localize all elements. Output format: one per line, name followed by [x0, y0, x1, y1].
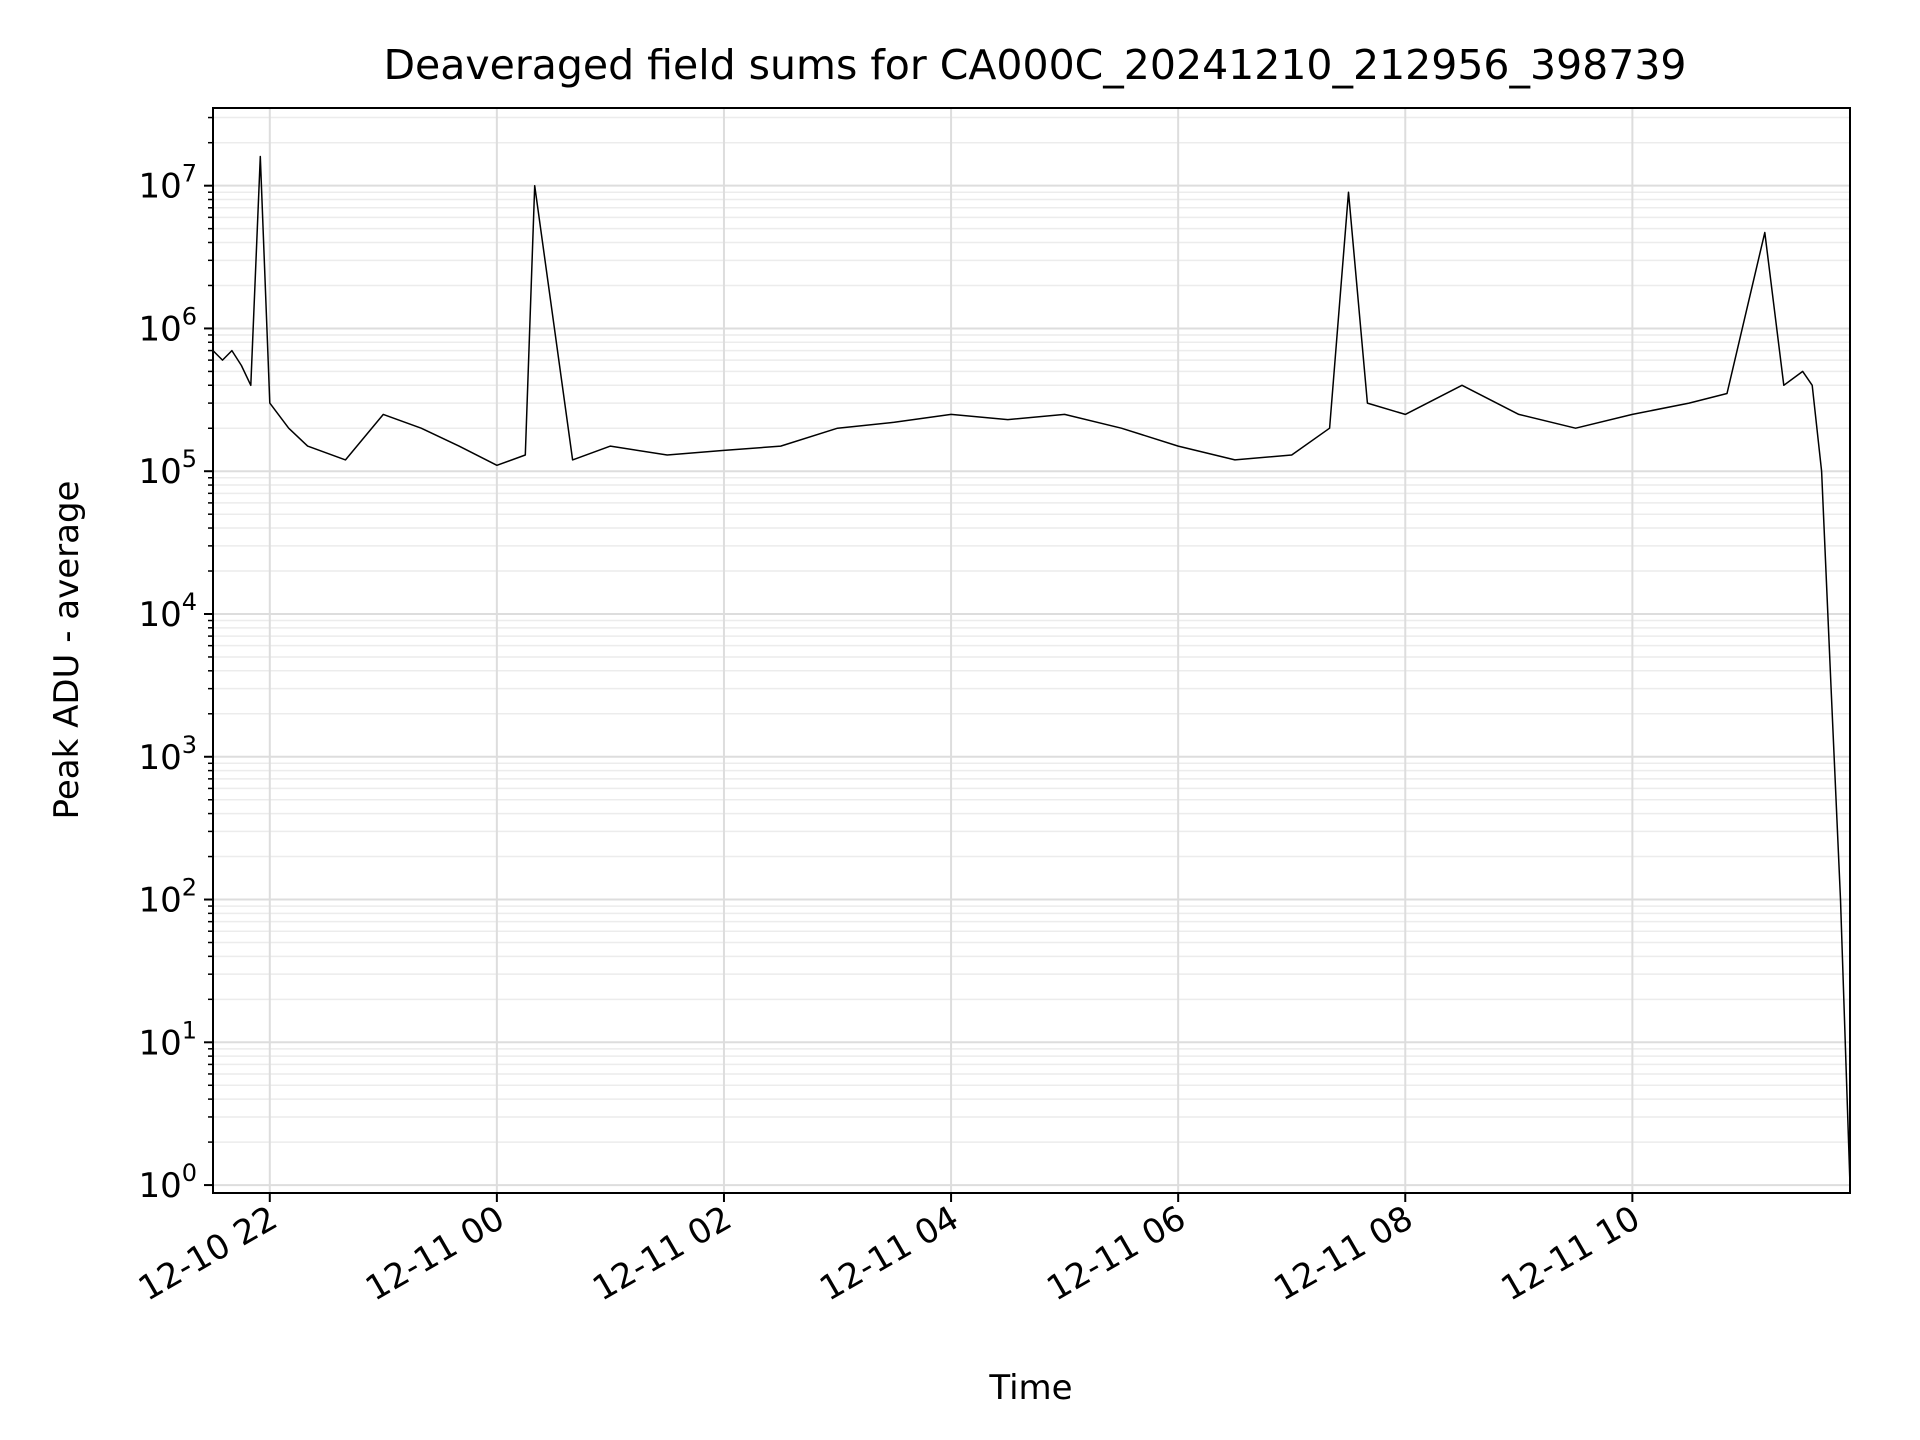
y-tick-label: 105	[138, 445, 197, 492]
series-layer	[212, 155, 1851, 1186]
y-axis-label: Peak ADU - average	[47, 481, 87, 820]
grid	[213, 108, 1850, 1193]
y-tick-label: 102	[138, 874, 197, 921]
y-tick-label: 107	[138, 160, 197, 207]
y-tick-label: 100	[138, 1159, 197, 1206]
plot-frame	[212, 107, 1851, 1194]
y-tick-label: 103	[138, 731, 197, 778]
y-tick-label: 104	[138, 588, 197, 635]
y-tick-label: 106	[138, 302, 197, 349]
chart-title: Deaveraged field sums for CA000C_2024121…	[383, 41, 1686, 89]
y-axis: 100 101 102 103 104 105 106 107	[138, 116, 213, 1206]
x-axis-label: Time	[988, 1368, 1072, 1408]
y-tick-label: 101	[138, 1016, 197, 1063]
series-line-0	[212, 155, 1851, 1186]
